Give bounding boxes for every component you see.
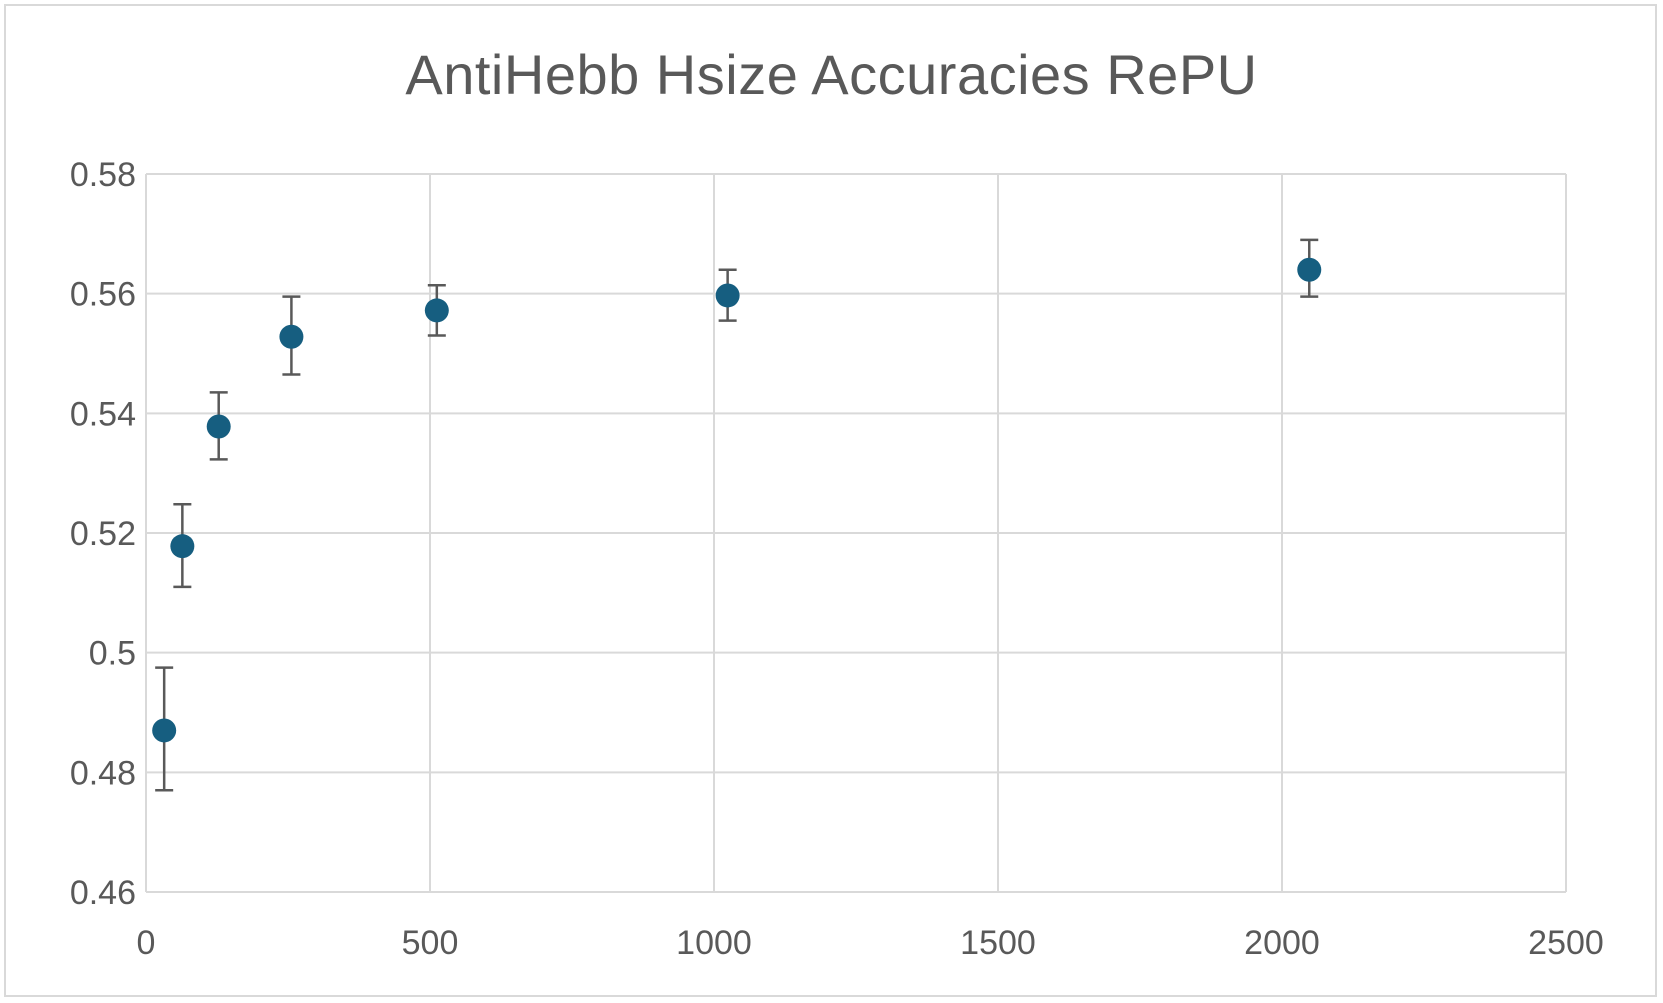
data-points [152, 257, 1322, 743]
y-tick-label: 0.46 [70, 874, 136, 912]
x-tick-label: 500 [402, 924, 459, 962]
x-tick-label: 2000 [1244, 924, 1320, 962]
x-axis-tick-labels: 0 500 1000 1500 2000 2500 [137, 924, 1604, 962]
error-bars [155, 238, 1319, 792]
y-tick-label: 0.48 [70, 754, 136, 792]
y-tick-label: 0.56 [70, 276, 136, 314]
data-point [715, 283, 740, 308]
y-tick-label: 0.58 [70, 156, 136, 194]
x-tick-label: 0 [137, 924, 156, 962]
x-tick-label: 1500 [960, 924, 1036, 962]
y-tick-label: 0.54 [70, 395, 136, 433]
grid-layer [145, 173, 1567, 893]
data-point [1297, 257, 1322, 282]
x-tick-label: 2500 [1528, 924, 1604, 962]
data-point [170, 534, 195, 559]
y-axis-tick-labels: 0.46 0.48 0.5 0.52 0.54 0.56 0.58 [70, 156, 136, 912]
data-point [206, 414, 231, 439]
chart-title: AntiHebb Hsize Accuracies RePU [405, 43, 1258, 106]
data-point [152, 718, 177, 743]
x-tick-label: 1000 [676, 924, 752, 962]
y-tick-label: 0.52 [70, 515, 136, 553]
y-tick-label: 0.5 [89, 635, 136, 673]
data-point [279, 324, 304, 349]
data-point [424, 298, 449, 323]
chart-frame [4, 4, 1657, 997]
